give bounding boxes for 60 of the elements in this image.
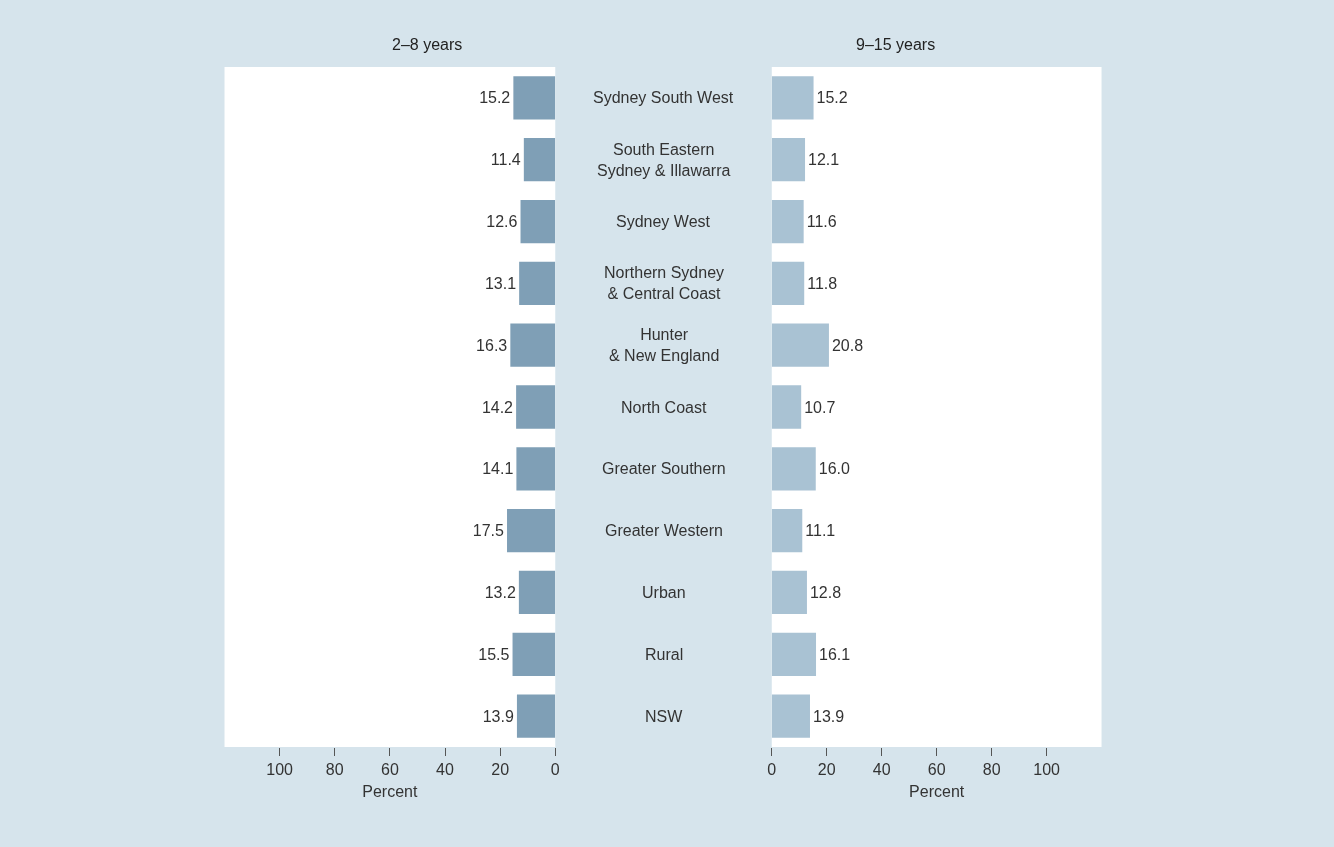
bar: [771, 76, 814, 120]
x-tick-label: 80: [982, 761, 1001, 779]
bar: [771, 447, 816, 491]
data-label: 12.6: [486, 213, 518, 231]
x-tick-label: 60: [927, 761, 946, 779]
data-label: 14.1: [482, 460, 514, 478]
y-tick-label: Rural: [645, 646, 684, 663]
data-label: 15.2: [816, 89, 848, 107]
data-label: 13.9: [482, 707, 514, 725]
bar: [771, 509, 803, 553]
data-label: 16.3: [476, 336, 508, 354]
data-label: 10.7: [804, 398, 836, 416]
data-label: 13.1: [484, 274, 517, 292]
y-tick-label: Northern Sydney & Central Coast: [604, 264, 725, 302]
bar: [771, 570, 807, 615]
y-tick-label: Sydney West: [616, 213, 711, 230]
bar: [771, 694, 810, 738]
x-tick-label: 0: [767, 761, 777, 779]
x-tick-label: 40: [436, 761, 454, 779]
bar: [771, 199, 804, 244]
x-tick-label: 0: [550, 761, 560, 779]
data-label: 12.1: [808, 151, 840, 169]
y-tick-label: NSW: [645, 708, 684, 725]
x-axis-title: Percent: [909, 782, 965, 800]
bar: [771, 632, 817, 676]
bar: [771, 261, 805, 305]
bar: [771, 138, 806, 182]
chart-title: 2–8 years: [392, 36, 463, 53]
bar: [771, 323, 829, 367]
data-label: 13.9: [812, 707, 845, 725]
x-tick-label: 40: [872, 761, 891, 779]
x-tick-label: 100: [1033, 761, 1061, 779]
data-label: 11.4: [490, 151, 521, 169]
bar: [771, 385, 802, 429]
x-tick-label: 60: [380, 761, 399, 779]
data-label: 11.6: [806, 213, 837, 231]
data-label: 20.8: [831, 336, 864, 354]
y-tick-label: Hunter & New England: [609, 326, 720, 364]
data-label: 16.0: [818, 460, 850, 478]
data-label: 13.2: [484, 583, 516, 601]
data-label: 15.5: [478, 645, 510, 663]
x-tick-label: 80: [325, 761, 344, 779]
x-axis-title: Percent: [362, 782, 418, 800]
data-label: 11.1: [805, 522, 836, 540]
y-tick-label: South Eastern Sydney & Illawarra: [597, 141, 731, 179]
y-tick-label: Urban: [642, 584, 686, 601]
x-tick-label: 100: [266, 761, 294, 779]
data-label: 17.5: [472, 522, 505, 540]
y-tick-label: North Coast: [621, 399, 707, 416]
x-tick-label: 20: [491, 761, 510, 779]
y-tick-label: Greater Southern: [602, 460, 726, 477]
y-tick-label: Greater Western: [605, 522, 723, 539]
chart-title: 9–15 years: [856, 36, 936, 53]
x-tick-label: 20: [817, 761, 836, 779]
data-label: 14.2: [481, 398, 514, 416]
data-label: 15.2: [479, 89, 511, 107]
data-label: 16.1: [819, 645, 851, 663]
data-label: 11.8: [807, 274, 838, 292]
y-tick-label: Sydney South West: [593, 89, 734, 106]
data-label: 12.8: [809, 583, 842, 601]
